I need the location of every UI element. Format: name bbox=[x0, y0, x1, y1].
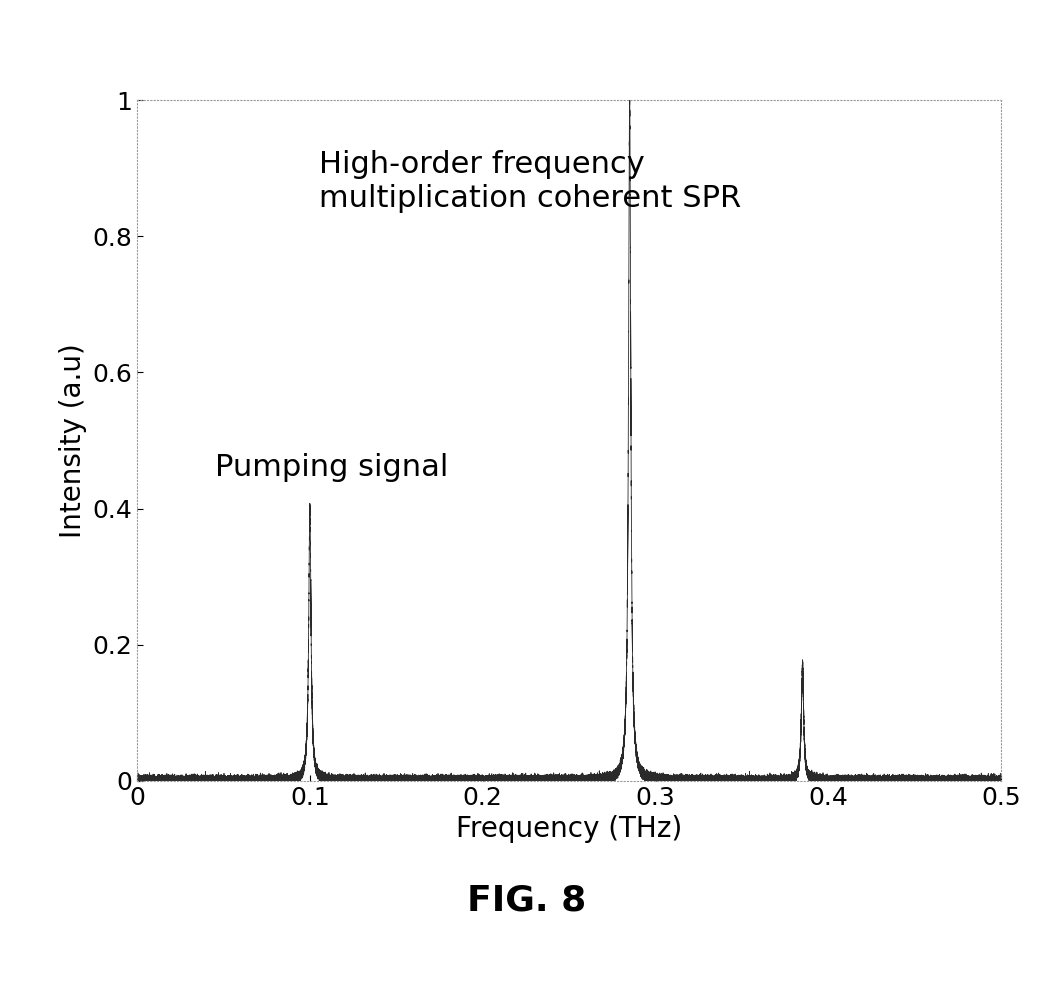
Text: High-order frequency
multiplication coherent SPR: High-order frequency multiplication cohe… bbox=[318, 150, 741, 213]
Y-axis label: Intensity (a.u): Intensity (a.u) bbox=[59, 343, 86, 538]
X-axis label: Frequency (THz): Frequency (THz) bbox=[456, 815, 682, 843]
Text: FIG. 8: FIG. 8 bbox=[467, 884, 587, 918]
Text: Pumping signal: Pumping signal bbox=[215, 453, 448, 482]
